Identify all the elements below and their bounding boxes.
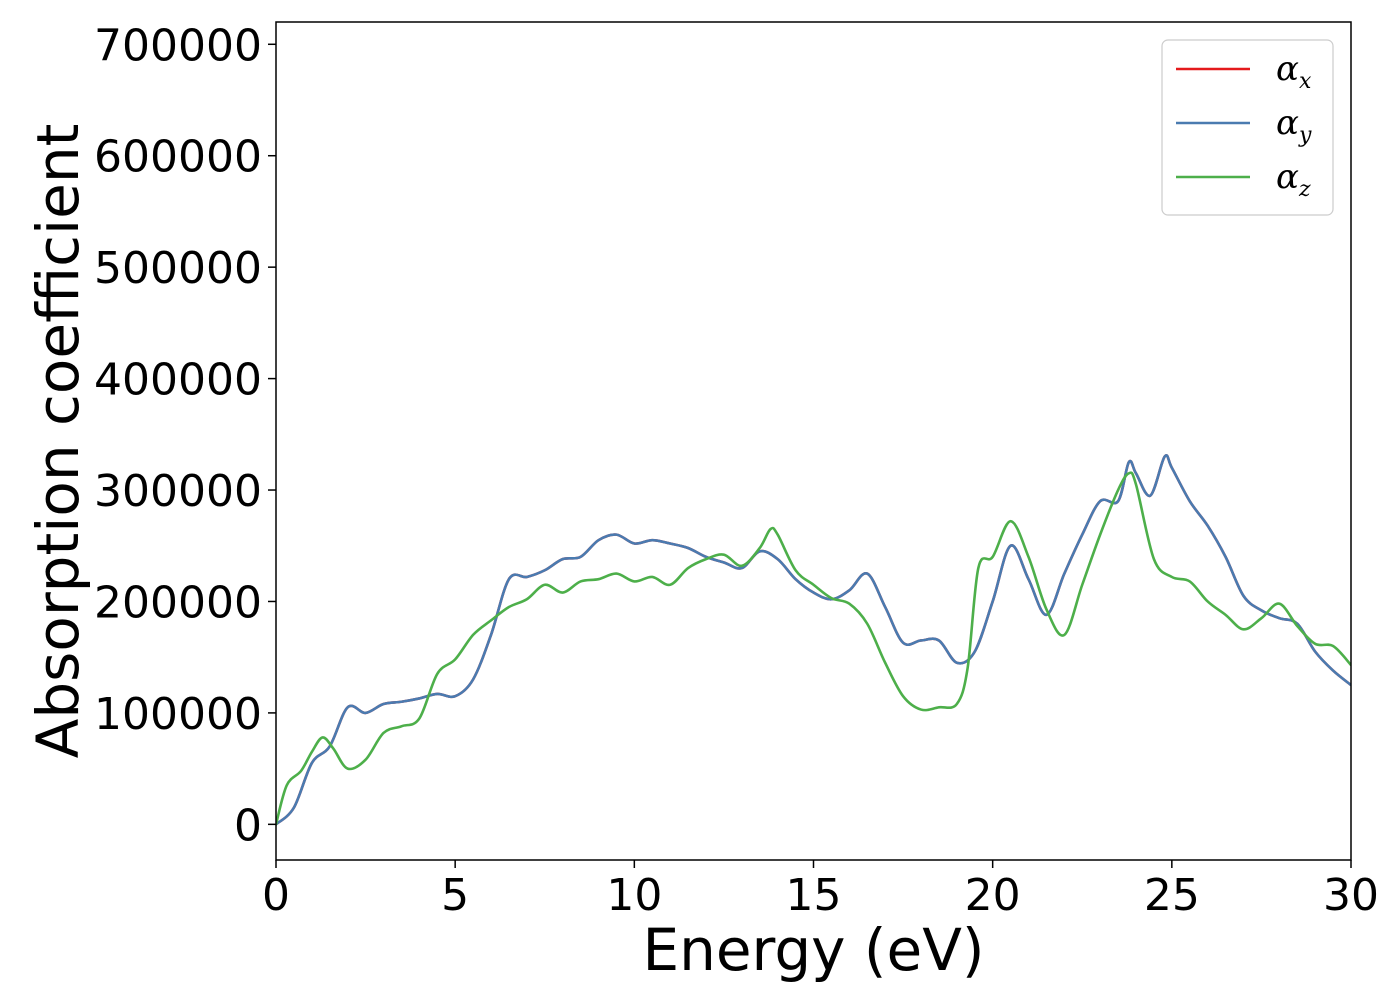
y-tick-label: 600000	[94, 132, 262, 183]
x-tick-label: 0	[262, 870, 290, 921]
series-layer	[276, 454, 1351, 826]
y-axis: 0 100000 200000 300000 400000 500000 600000 700…	[94, 20, 276, 851]
legend-box	[1161, 39, 1334, 216]
series-line-z	[276, 471, 1351, 826]
x-tick-label: 20	[965, 870, 1021, 921]
y-tick-label: 400000	[94, 355, 262, 406]
y-tick-label: 200000	[94, 577, 262, 628]
y-tick-label: 300000	[94, 466, 262, 517]
y-tick-label: 0	[234, 800, 262, 851]
x-axis: 0 5 10 15 20 25 30	[262, 860, 1379, 921]
y-tick-label: 100000	[94, 689, 262, 740]
y-tick-label: 700000	[94, 20, 262, 71]
legend-label-x: αx	[1276, 49, 1312, 94]
x-axis-title: Energy (eV)	[642, 916, 984, 984]
x-tick-label: 25	[1144, 870, 1200, 921]
x-tick-label: 30	[1323, 870, 1379, 921]
x-tick-label: 5	[441, 870, 469, 921]
legend: αx αy αz	[1161, 39, 1334, 216]
y-axis-title: Absorption coefficient	[24, 124, 92, 759]
y-tick-label: 500000	[94, 243, 262, 294]
legend-label-z: αz	[1276, 157, 1311, 202]
x-tick-label: 15	[786, 870, 842, 921]
legend-label-y: αy	[1276, 103, 1312, 148]
x-tick-label: 10	[606, 870, 662, 921]
